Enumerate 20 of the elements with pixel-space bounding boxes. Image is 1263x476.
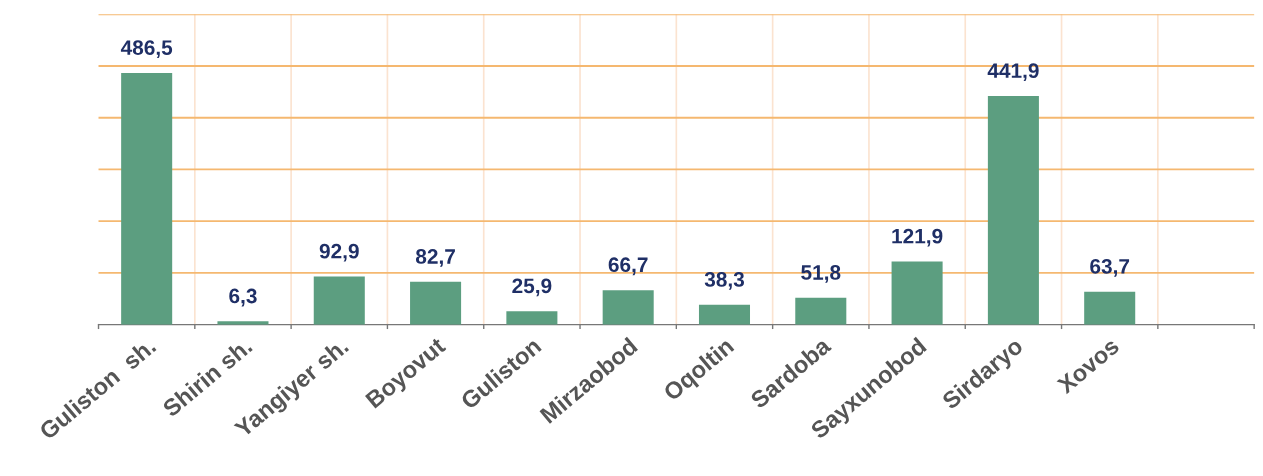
bar [795, 297, 847, 325]
data-label: 92,9 [319, 243, 359, 262]
bar [891, 261, 943, 325]
data-label: 121,9 [892, 228, 943, 247]
bar [506, 311, 558, 325]
bar [313, 276, 365, 325]
bar [410, 281, 462, 325]
data-label: 6,3 [229, 288, 257, 307]
bar [987, 96, 1039, 325]
bar [1084, 291, 1136, 325]
bar [602, 290, 654, 325]
data-label: 441,9 [987, 63, 1039, 82]
bar [698, 304, 751, 325]
data-label: 25,9 [512, 278, 552, 297]
bar [217, 321, 269, 325]
data-label: 82,7 [415, 249, 455, 267]
data-label: 66,7 [608, 257, 648, 276]
data-label: 38,3 [704, 272, 745, 290]
bar [121, 72, 173, 325]
data-label: 486,5 [120, 40, 173, 58]
